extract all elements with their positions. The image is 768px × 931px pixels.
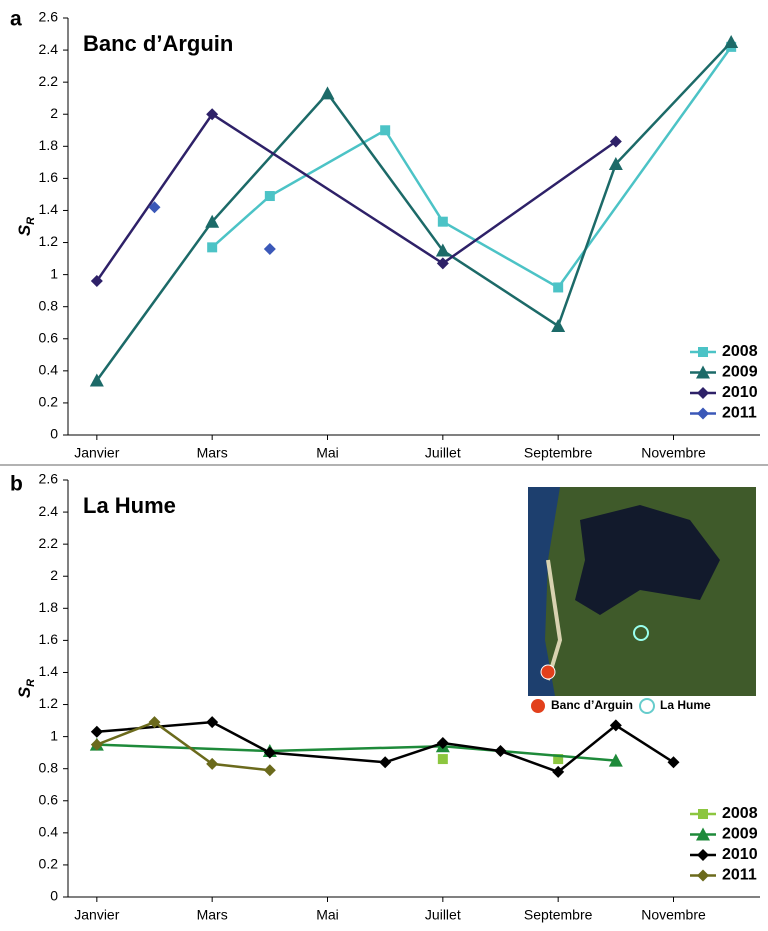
y-tick-label: 1.2 (39, 695, 59, 711)
marker (265, 191, 275, 201)
marker (379, 756, 391, 768)
y-tick-label: 2.6 (39, 9, 59, 25)
legend-label: 2009 (722, 364, 758, 381)
marker (495, 745, 507, 757)
chart-title: Banc d’Arguin (83, 31, 233, 56)
y-axis-label: SR (15, 217, 36, 236)
y-tick-label: 0.6 (39, 329, 59, 345)
x-tick-label: Mars (197, 445, 228, 461)
y-axis-label-subscript: R (25, 217, 37, 225)
y-axis-label-text: S (15, 686, 34, 698)
x-tick-label: Juillet (425, 445, 461, 461)
marker (380, 125, 390, 135)
marker (551, 319, 565, 332)
y-tick-label: 0.6 (39, 791, 59, 807)
y-axis-label-subscript: R (25, 679, 37, 687)
y-tick-label: 1.6 (39, 169, 59, 185)
legend-label: 2011 (722, 405, 757, 422)
legend-marker (697, 408, 709, 420)
inset-label: La Hume (660, 698, 711, 712)
x-tick-label: Novembre (641, 907, 706, 923)
marker (553, 282, 563, 292)
marker (438, 217, 448, 227)
y-tick-label: 0.2 (39, 394, 59, 410)
x-tick-label: Septembre (524, 907, 593, 923)
y-tick-label: 0.4 (39, 824, 59, 840)
y-axis-label-text: S (15, 224, 34, 236)
y-tick-label: 0 (50, 426, 58, 442)
legend-label: 2011 (722, 867, 757, 884)
chart-title: La Hume (83, 493, 176, 518)
panel-label: a (10, 8, 22, 31)
x-tick-label: Janvier (74, 445, 119, 461)
legend-marker (698, 809, 708, 819)
legend-marker (697, 870, 709, 882)
y-tick-label: 1.4 (39, 201, 59, 217)
marker (438, 754, 448, 764)
y-tick-label: 0.8 (39, 297, 59, 313)
marker (264, 243, 276, 255)
map-marker-banc (541, 665, 555, 679)
y-tick-label: 2.2 (39, 73, 59, 89)
marker (668, 756, 680, 768)
y-tick-label: 0.2 (39, 856, 59, 872)
marker (207, 242, 217, 252)
marker (724, 35, 738, 48)
y-tick-label: 2.2 (39, 535, 59, 551)
y-tick-label: 1 (50, 265, 58, 281)
y-tick-label: 0 (50, 888, 58, 904)
y-tick-label: 1.6 (39, 631, 59, 647)
marker (91, 726, 103, 738)
marker (206, 716, 218, 728)
inset-legend-marker (531, 699, 545, 713)
y-tick-label: 0.8 (39, 759, 59, 775)
legend-label: 2008 (722, 343, 758, 360)
y-tick-label: 2 (50, 105, 58, 121)
x-tick-label: Juillet (425, 907, 461, 923)
y-tick-label: 1 (50, 727, 58, 743)
legend-marker (697, 849, 709, 861)
x-tick-label: Septembre (524, 445, 593, 461)
y-tick-label: 2.6 (39, 471, 59, 487)
panel-label: b (10, 473, 23, 496)
y-tick-label: 1.4 (39, 663, 59, 679)
marker (264, 764, 276, 776)
y-tick-label: 1.8 (39, 137, 59, 153)
legend-label: 2010 (722, 384, 758, 401)
legend-marker (697, 387, 709, 399)
x-tick-label: Janvier (74, 907, 119, 923)
y-tick-label: 0.4 (39, 362, 59, 378)
y-tick-label: 1.2 (39, 233, 59, 249)
x-tick-label: Mars (197, 907, 228, 923)
inset-label: Banc d’Arguin (551, 698, 633, 712)
legend-marker (698, 347, 708, 357)
x-tick-label: Mai (316, 445, 339, 461)
legend-label: 2009 (722, 826, 758, 843)
series-line (97, 42, 731, 380)
y-tick-label: 2 (50, 567, 58, 583)
series-line (212, 47, 731, 288)
series-line (97, 745, 616, 761)
legend-label: 2010 (722, 846, 758, 863)
series-line (97, 114, 616, 281)
inset-legend-marker (640, 699, 654, 713)
figure: Banc d’Arguin La Hume aBanc d’ArguinSR00… (0, 0, 768, 926)
y-axis-label: SR (15, 679, 36, 698)
x-tick-label: Novembre (641, 445, 706, 461)
y-tick-label: 2.4 (39, 503, 59, 519)
y-tick-label: 2.4 (39, 41, 59, 57)
marker (321, 86, 335, 99)
y-tick-label: 1.8 (39, 599, 59, 615)
legend-label: 2008 (722, 805, 758, 822)
x-tick-label: Mai (316, 907, 339, 923)
map-inset: Banc d’Arguin La Hume (528, 487, 756, 713)
